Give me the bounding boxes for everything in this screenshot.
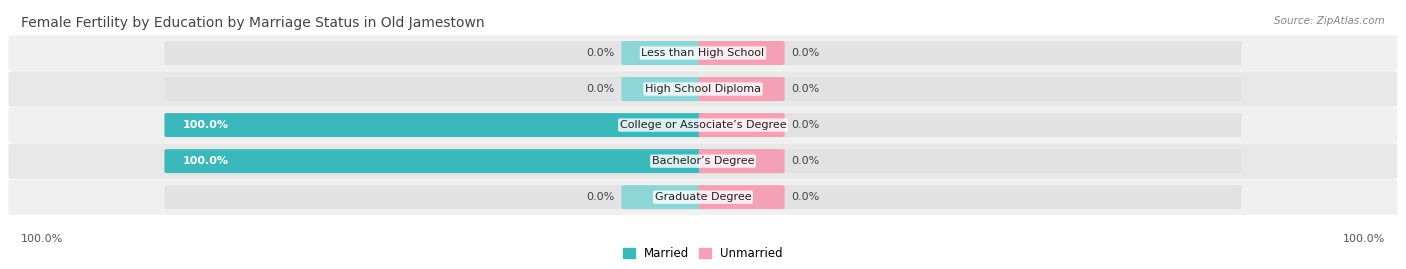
Text: 0.0%: 0.0% — [792, 192, 820, 202]
Text: Bachelor’s Degree: Bachelor’s Degree — [652, 156, 754, 166]
Text: 0.0%: 0.0% — [792, 120, 820, 130]
Text: Less than High School: Less than High School — [641, 48, 765, 58]
FancyBboxPatch shape — [621, 41, 707, 65]
Text: 100.0%: 100.0% — [1343, 234, 1385, 245]
FancyBboxPatch shape — [8, 143, 1398, 179]
Text: Graduate Degree: Graduate Degree — [655, 192, 751, 202]
FancyBboxPatch shape — [699, 185, 785, 209]
FancyBboxPatch shape — [699, 77, 785, 101]
FancyBboxPatch shape — [699, 113, 785, 137]
FancyBboxPatch shape — [8, 71, 1398, 107]
Text: 0.0%: 0.0% — [792, 84, 820, 94]
Legend: Married, Unmarried: Married, Unmarried — [623, 247, 783, 260]
Text: 0.0%: 0.0% — [586, 48, 614, 58]
FancyBboxPatch shape — [699, 41, 785, 65]
Text: 100.0%: 100.0% — [21, 234, 63, 245]
Text: 0.0%: 0.0% — [792, 48, 820, 58]
Text: Source: ZipAtlas.com: Source: ZipAtlas.com — [1274, 16, 1385, 26]
Text: 0.0%: 0.0% — [586, 192, 614, 202]
FancyBboxPatch shape — [165, 185, 1241, 209]
Text: 100.0%: 100.0% — [183, 120, 229, 130]
Text: 100.0%: 100.0% — [183, 156, 229, 166]
FancyBboxPatch shape — [621, 185, 707, 209]
Text: 0.0%: 0.0% — [586, 84, 614, 94]
Text: 0.0%: 0.0% — [792, 156, 820, 166]
FancyBboxPatch shape — [165, 149, 1241, 173]
FancyBboxPatch shape — [8, 107, 1398, 143]
FancyBboxPatch shape — [165, 149, 707, 173]
Text: College or Associate’s Degree: College or Associate’s Degree — [620, 120, 786, 130]
FancyBboxPatch shape — [8, 179, 1398, 215]
FancyBboxPatch shape — [165, 113, 1241, 137]
FancyBboxPatch shape — [165, 41, 1241, 65]
FancyBboxPatch shape — [8, 35, 1398, 71]
FancyBboxPatch shape — [165, 77, 1241, 101]
Text: High School Diploma: High School Diploma — [645, 84, 761, 94]
FancyBboxPatch shape — [699, 149, 785, 173]
FancyBboxPatch shape — [165, 113, 707, 137]
FancyBboxPatch shape — [621, 77, 707, 101]
Text: Female Fertility by Education by Marriage Status in Old Jamestown: Female Fertility by Education by Marriag… — [21, 16, 485, 30]
